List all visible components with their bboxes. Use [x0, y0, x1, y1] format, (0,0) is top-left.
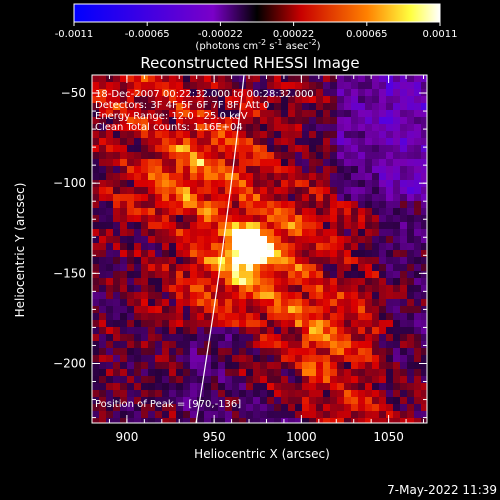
peak-position-label: Position of Peak = [970,-136]: [95, 399, 241, 410]
colorbar-tick-label: 0.00022: [273, 29, 314, 40]
info-line-time: 18-Dec-2007 00:22:32.000 to 00:28:32.000: [95, 89, 314, 100]
info-line-energy: Energy Range: 12.0 - 25.0 keV: [95, 111, 248, 122]
colorbar-unit-label: (photons cm-2 s-1 asec-2): [195, 38, 320, 52]
colorbar: [73, 3, 441, 23]
solar-limb-line: [195, 75, 245, 423]
info-line-counts: Clean Total counts: 1.16E+04: [95, 122, 243, 133]
x-tick-label: 900: [115, 430, 138, 444]
footer-timestamp: 7-May-2022 11:39: [387, 483, 497, 497]
x-tick-label: 1000: [286, 430, 317, 444]
axis-ticks: 900 950 1000 1050 −50 −100 −150 −200: [53, 74, 427, 444]
info-line-detectors: Detectors: 3F 4F 5F 6F 7F 8F, Att 0: [95, 100, 269, 111]
colorbar-ticks: -0.0011 -0.00065 -0.00022 0.00022 0.00065 0.0…: [55, 22, 458, 40]
x-axis-label: Heliocentric X (arcsec): [194, 447, 330, 461]
y-axis-label: Heliocentric Y (arcsec): [13, 183, 27, 318]
y-tick-label: −200: [53, 356, 86, 370]
y-tick-label: −150: [53, 266, 86, 280]
x-tick-label: 950: [203, 430, 226, 444]
colorbar-tick-label: 0.0011: [423, 29, 458, 40]
colorbar-tick-label: 0.00065: [346, 29, 387, 40]
rhessi-heatmap: [92, 75, 427, 423]
colorbar-tick-label: -0.00065: [125, 29, 170, 40]
y-tick-label: −50: [61, 86, 86, 100]
colorbar-tick-label: -0.0011: [55, 29, 94, 40]
info-block: 18-Dec-2007 00:22:32.000 to 00:28:32.000…: [95, 89, 314, 133]
colorbar-tick-label: -0.00022: [198, 29, 243, 40]
x-tick-label: 1050: [373, 430, 404, 444]
plot-title: Reconstructed RHESSI Image: [140, 54, 359, 72]
plot-frame: [91, 74, 428, 424]
y-tick-label: −100: [53, 176, 86, 190]
